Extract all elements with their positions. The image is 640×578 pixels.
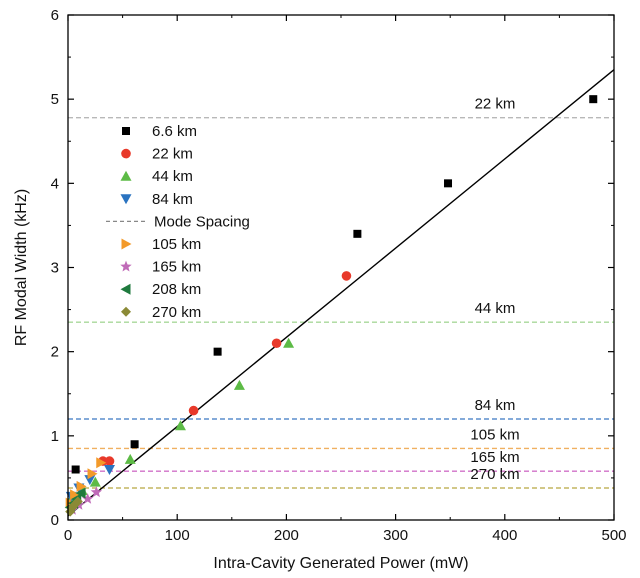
data-point xyxy=(70,489,81,501)
legend-label: 44 km xyxy=(152,168,193,185)
data-point xyxy=(283,337,295,348)
data-point xyxy=(233,379,245,390)
data-point xyxy=(87,468,98,480)
data-point xyxy=(104,456,115,466)
x-tick-label: 200 xyxy=(274,527,299,544)
y-tick-label: 4 xyxy=(51,175,59,192)
data-point xyxy=(81,492,94,504)
legend-marker xyxy=(120,170,132,181)
legend-label: 270 km xyxy=(152,304,201,321)
y-tick-label: 6 xyxy=(51,7,59,24)
data-point xyxy=(174,420,186,431)
legend-label: 105 km xyxy=(152,236,201,253)
x-tick-label: 300 xyxy=(383,527,408,544)
axes: 0 100 200 300 400 500 0 1 2 3 4 5 6 xyxy=(51,7,627,544)
y-tick-label: 5 xyxy=(51,91,59,108)
legend-marker xyxy=(121,148,131,159)
mode-spacing-label: 44 km xyxy=(475,300,516,317)
legend-label: 165 km xyxy=(152,259,201,276)
fit-line-layer xyxy=(67,69,615,517)
legend-label: Mode Spacing xyxy=(154,213,250,230)
mode-spacing-label: 165 km xyxy=(470,449,519,466)
data-point xyxy=(96,457,107,469)
legend-marker xyxy=(121,238,132,250)
legend-marker xyxy=(120,260,132,272)
data-point xyxy=(124,453,136,464)
data-point xyxy=(75,487,86,499)
legend-marker xyxy=(120,283,131,295)
y-tick-label: 2 xyxy=(51,344,59,361)
plot-frame xyxy=(67,14,615,521)
data-point xyxy=(353,229,362,238)
mode-spacing-label: 105 km xyxy=(470,426,519,443)
legend-label: 208 km xyxy=(152,281,201,298)
data-points-layer xyxy=(64,95,598,517)
legend-label: 6.6 km xyxy=(152,123,197,140)
mode-spacing-label: 84 km xyxy=(475,397,516,414)
data-point xyxy=(90,486,103,498)
legend-marker xyxy=(121,306,131,317)
data-point xyxy=(89,476,101,487)
data-point xyxy=(72,496,83,507)
legend: 6.6 km 22 km 44 km 84 km Mode Spacing 105 km 1… xyxy=(106,123,250,321)
data-point xyxy=(341,271,352,281)
data-point xyxy=(130,440,139,449)
y-tick-label: 1 xyxy=(51,428,59,445)
data-point xyxy=(213,347,222,356)
mode-spacing-label: 270 km xyxy=(470,466,519,483)
data-point xyxy=(71,465,80,474)
x-tick-label: 400 xyxy=(492,527,517,544)
data-point xyxy=(103,465,115,475)
data-point xyxy=(589,95,598,104)
data-point xyxy=(76,480,87,492)
legend-label: 22 km xyxy=(152,146,193,163)
x-tick-label: 100 xyxy=(165,527,190,544)
mode-spacing-label: 22 km xyxy=(475,96,516,113)
x-tick-label: 0 xyxy=(64,527,72,544)
data-point xyxy=(271,338,282,349)
legend-marker xyxy=(120,194,132,205)
legend-label: 84 km xyxy=(152,191,193,208)
x-axis-title: Intra-Cavity Generated Power (mW) xyxy=(213,555,468,572)
fit-line xyxy=(67,69,615,517)
y-axis-title: RF Modal Width (kHz) xyxy=(13,189,30,346)
data-point xyxy=(84,475,96,486)
legend-marker xyxy=(122,127,130,135)
data-point xyxy=(188,405,199,416)
y-tick-label: 3 xyxy=(51,260,59,277)
x-tick-label: 500 xyxy=(601,527,626,544)
data-point xyxy=(444,179,453,188)
y-tick-label: 0 xyxy=(51,512,59,529)
